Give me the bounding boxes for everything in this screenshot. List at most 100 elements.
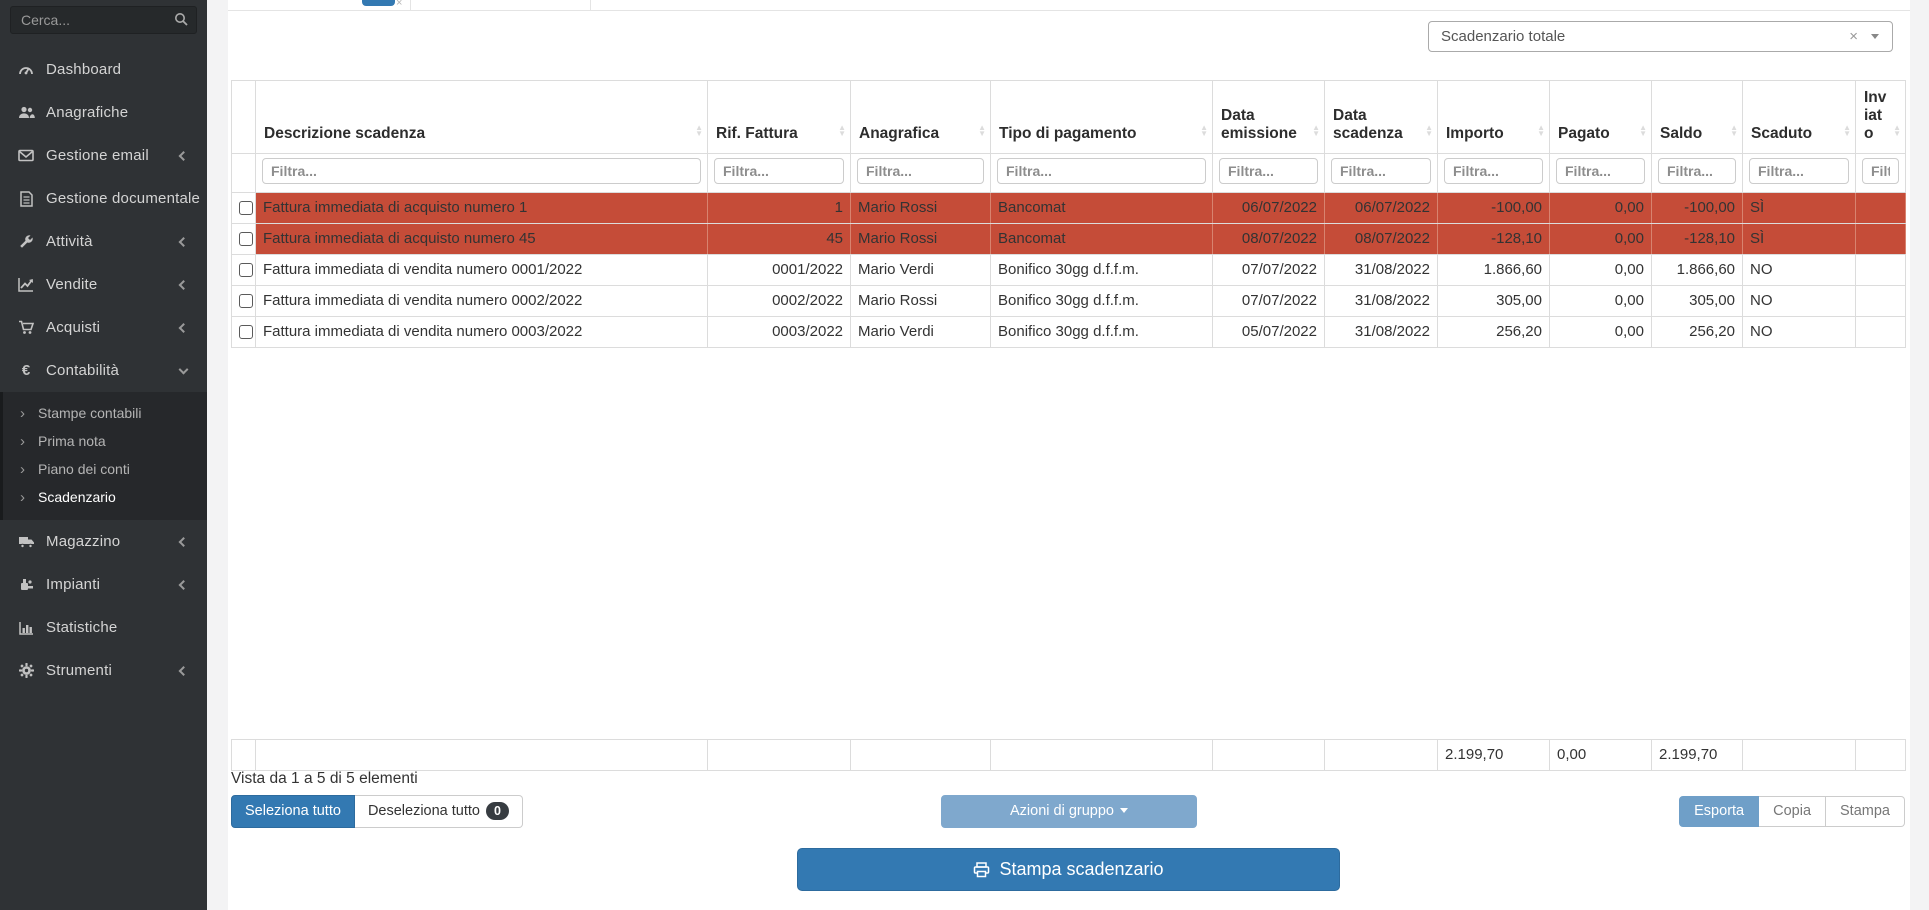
sidebar-item-label: Gestione documentale [46,190,201,207]
sidebar-item-statistiche[interactable]: Statistiche [0,606,207,649]
cell-importo: 305,00 [1437,285,1550,317]
column-header-anagrafica[interactable]: Anagrafica ▲ ▼ [850,80,991,154]
group-actions-button[interactable]: Azioni di gruppo [941,795,1197,828]
copy-button[interactable]: Copia [1759,796,1827,827]
cell-data-emissione: 07/07/2022 [1212,285,1325,317]
filter-cell-empty [231,153,256,193]
submenu-item-stampe-contabili[interactable]: › Stampe contabili [3,399,207,427]
sidebar-item-attivita[interactable]: Attività [0,220,207,263]
total-empty [231,739,256,771]
footer-toolbar: Seleziona tutto Deseleziona tutto 0 Azioni… [228,795,1910,831]
filter-data-emissione-input[interactable] [1219,158,1318,184]
scadenzario-table: Descrizione scadenza ▲ ▼ Rif. Fattura ▲ ▼ An… [231,80,1906,771]
table-row[interactable]: Fattura immediata di acquisto numero 1 1… [231,192,1906,224]
print-button[interactable]: Stampa [1826,796,1905,827]
sidebar-item-magazzino[interactable]: Magazzino [0,520,207,563]
table-row[interactable]: Fattura immediata di acquisto numero 45 … [231,223,1906,255]
submenu-item-piano-dei-conti[interactable]: › Piano dei conti [3,455,207,483]
clear-icon[interactable]: × [1849,28,1858,45]
column-header-importo[interactable]: Importo ▲ ▼ [1437,80,1550,154]
sidebar-item-label: Gestione email [46,147,149,164]
cell-data-scadenza: 31/08/2022 [1324,285,1438,317]
sidebar-item-gestione-email[interactable]: Gestione email [0,134,207,177]
selection-button-group: Seleziona tutto Deseleziona tutto 0 [231,795,523,828]
total-empty [1855,739,1906,771]
cell-data-scadenza: 06/07/2022 [1324,192,1438,224]
sidebar-item-contabilita[interactable]: € Contabilità [0,349,207,392]
sidebar-item-label: Statistiche [46,619,118,636]
active-tab-fragment[interactable] [362,0,395,6]
gear-icon [16,663,36,678]
cell-inviato [1855,192,1906,224]
print-schedule-button[interactable]: Stampa scadenzario [797,848,1340,891]
cell-pagato: 0,00 [1549,285,1652,317]
cell-importo: -100,00 [1437,192,1550,224]
sidebar-item-dashboard[interactable]: Dashboard [0,48,207,91]
column-header-saldo[interactable]: Saldo ▲ ▼ [1651,80,1743,154]
filter-rif-fattura-input[interactable] [714,158,844,184]
total-empty [707,739,851,771]
sidebar-item-strumenti[interactable]: Strumenti [0,649,207,692]
table-row[interactable]: Fattura immediata di vendita numero 0002… [231,285,1906,317]
submenu-item-prima-nota[interactable]: › Prima nota [3,427,207,455]
main-panel: × Scadenzario totale × Descrizione scade… [228,0,1910,910]
row-checkbox[interactable] [239,294,253,309]
filter-tipo-pagamento-input[interactable] [997,158,1206,184]
column-header-inviato[interactable]: Inviato ▲ ▼ [1855,80,1906,154]
row-checkbox[interactable] [239,201,253,216]
table-row[interactable]: Fattura immediata di vendita numero 0001… [231,254,1906,286]
sidebar-item-label: Impianti [46,576,101,593]
filter-data-scadenza-input[interactable] [1331,158,1431,184]
sidebar-item-impianti[interactable]: Impianti [0,563,207,606]
plant-machine-icon [16,577,36,592]
cell-data-emissione: 05/07/2022 [1212,316,1325,348]
column-header-tipo-pagamento[interactable]: Tipo di pagamento ▲ ▼ [990,80,1213,154]
export-button[interactable]: Esporta [1679,796,1760,827]
row-checkbox[interactable] [239,232,253,247]
cell-saldo: -128,10 [1651,223,1743,255]
cell-pagato: 0,00 [1549,223,1652,255]
cell-anagrafica: Mario Rossi [850,223,991,255]
table-row[interactable]: Fattura immediata di vendita numero 0003… [231,316,1906,348]
cell-rif-fattura: 45 [707,223,851,255]
filter-inviato-input[interactable] [1862,158,1899,184]
filter-saldo-input[interactable] [1658,158,1736,184]
row-checkbox[interactable] [239,325,253,340]
cell-inviato [1855,285,1906,317]
select-all-button[interactable]: Seleziona tutto [231,795,355,828]
sidebar-search [10,6,197,34]
filter-pagato-input[interactable] [1556,158,1645,184]
sidebar-item-gestione-documentale[interactable]: Gestione documentale [0,177,207,220]
filter-importo-input[interactable] [1444,158,1543,184]
sidebar-item-acquisti[interactable]: Acquisti [0,306,207,349]
arrow-right-icon: › [20,404,25,422]
column-header-checkbox [231,80,256,154]
tab-close-icon[interactable]: × [396,0,403,9]
filter-scaduto-input[interactable] [1749,158,1849,184]
cell-inviato [1855,254,1906,286]
search-icon [174,12,188,26]
deselect-all-button[interactable]: Deseleziona tutto 0 [354,795,523,828]
search-input[interactable] [10,6,197,34]
filter-descrizione-input[interactable] [262,158,701,184]
column-header-scaduto[interactable]: Scaduto ▲ ▼ [1742,80,1856,154]
table-body-spacer [231,348,1905,739]
row-checkbox[interactable] [239,263,253,278]
sidebar-item-anagrafiche[interactable]: Anagrafiche [0,91,207,134]
column-header-data-emissione[interactable]: Data emissione ▲ ▼ [1212,80,1325,154]
sort-icon: ▲ ▼ [1730,123,1738,138]
sort-icon: ▲ ▼ [1425,123,1433,138]
view-selector[interactable]: Scadenzario totale × [1428,21,1893,52]
column-header-rif-fattura[interactable]: Rif. Fattura ▲ ▼ [707,80,851,154]
filter-anagrafica-input[interactable] [857,158,984,184]
column-header-descrizione[interactable]: Descrizione scadenza ▲ ▼ [255,80,708,154]
cell-tipo-pagamento: Bancomat [990,223,1213,255]
truck-icon [16,535,36,549]
cell-rif-fattura: 0002/2022 [707,285,851,317]
submenu-item-scadenzario[interactable]: › Scadenzario [3,483,207,511]
column-header-data-scadenza[interactable]: Data scadenza ▲ ▼ [1324,80,1438,154]
column-header-pagato[interactable]: Pagato ▲ ▼ [1549,80,1652,154]
sidebar-item-vendite[interactable]: Vendite [0,263,207,306]
cell-pagato: 0,00 [1549,254,1652,286]
submenu-item-label: Scadenzario [38,489,116,505]
